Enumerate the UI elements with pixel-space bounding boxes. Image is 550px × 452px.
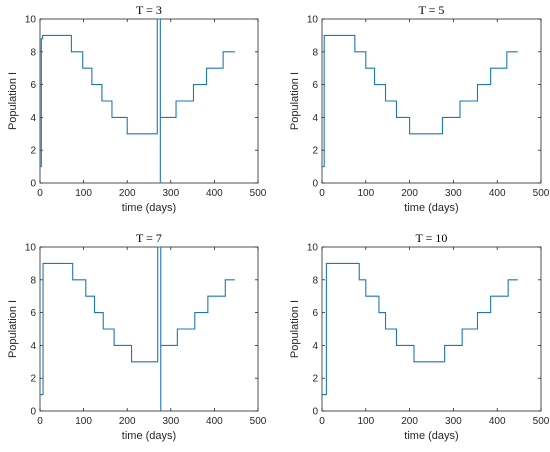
x-tick-label: 400 bbox=[206, 416, 223, 427]
x-tick-label: 200 bbox=[119, 188, 136, 199]
y-tick-label: 2 bbox=[30, 146, 36, 157]
y-tick-label: 8 bbox=[312, 275, 318, 286]
chart-panel-3: 0 100 200 300 400 500 0 2 4 6 8 10 T = 7 time (days) P… bbox=[7, 231, 267, 442]
x-axis-label: time (days) bbox=[404, 430, 458, 442]
x-tick-label: 100 bbox=[75, 416, 92, 427]
x-tick-label: 300 bbox=[162, 188, 179, 199]
series-line bbox=[40, 246, 235, 411]
y-tick-label: 4 bbox=[30, 113, 36, 124]
y-tick-label: 0 bbox=[30, 179, 36, 190]
y-tick-label: 10 bbox=[25, 15, 37, 26]
x-axis-label: time (days) bbox=[122, 202, 176, 214]
y-tick-label: 0 bbox=[312, 407, 318, 418]
y-tick-label: 6 bbox=[30, 80, 36, 91]
chart-panel-4: 0 100 200 300 400 500 0 2 4 6 8 10 T = 10 time (days)… bbox=[289, 231, 550, 442]
chart-title: T = 3 bbox=[136, 3, 162, 17]
x-tick-label: 300 bbox=[445, 188, 462, 199]
x-tick-label: 100 bbox=[357, 416, 374, 427]
x-tick-label: 400 bbox=[489, 416, 506, 427]
y-tick-label: 10 bbox=[25, 243, 37, 254]
series-line bbox=[322, 34, 518, 168]
x-tick-label: 200 bbox=[401, 416, 418, 427]
y-axis-label: Population I bbox=[7, 72, 19, 130]
x-axis-label: time (days) bbox=[122, 430, 176, 442]
y-tick-label: 4 bbox=[30, 341, 36, 352]
x-tick-label: 0 bbox=[319, 416, 325, 427]
plot-frame bbox=[39, 246, 259, 412]
chart-title: T = 7 bbox=[136, 231, 162, 245]
x-tick-label: 500 bbox=[250, 188, 267, 199]
y-tick-label: 0 bbox=[312, 179, 318, 190]
plot-frame bbox=[321, 18, 542, 184]
series-line bbox=[40, 18, 235, 183]
x-tick-label: 500 bbox=[533, 188, 550, 199]
y-tick-label: 10 bbox=[307, 15, 319, 26]
x-tick-label: 500 bbox=[250, 416, 267, 427]
x-tick-label: 100 bbox=[357, 188, 374, 199]
y-tick-label: 6 bbox=[30, 308, 36, 319]
x-tick-label: 400 bbox=[206, 188, 223, 199]
y-tick-label: 8 bbox=[30, 47, 36, 58]
x-tick-label: 100 bbox=[75, 188, 92, 199]
y-axis-label: Population I bbox=[7, 300, 19, 358]
chart-title: T = 5 bbox=[419, 3, 445, 17]
y-tick-label: 8 bbox=[30, 275, 36, 286]
x-axis-label: time (days) bbox=[404, 202, 458, 214]
y-axis-label: Population I bbox=[289, 300, 301, 358]
x-tick-label: 0 bbox=[319, 188, 325, 199]
y-tick-label: 0 bbox=[30, 407, 36, 418]
x-tick-label: 400 bbox=[489, 188, 506, 199]
x-tick-label: 500 bbox=[533, 416, 550, 427]
plot-frame bbox=[39, 18, 259, 184]
x-tick-label: 200 bbox=[401, 188, 418, 199]
x-tick-label: 200 bbox=[119, 416, 136, 427]
x-tick-label: 0 bbox=[37, 188, 43, 199]
x-tick-label: 300 bbox=[445, 416, 462, 427]
plot-frame bbox=[321, 246, 542, 412]
y-tick-label: 10 bbox=[307, 243, 319, 254]
y-axis-label: Population I bbox=[289, 72, 301, 130]
chart-panel-2: 0 100 200 300 400 500 0 2 4 6 8 10 T = 5 time (days) P… bbox=[289, 3, 550, 214]
y-tick-label: 4 bbox=[312, 113, 318, 124]
y-tick-label: 8 bbox=[312, 47, 318, 58]
y-tick-label: 2 bbox=[312, 146, 318, 157]
x-tick-label: 300 bbox=[162, 416, 179, 427]
series-line bbox=[322, 262, 518, 396]
chart-title: T = 10 bbox=[416, 231, 448, 245]
x-tick-label: 0 bbox=[37, 416, 43, 427]
y-tick-label: 4 bbox=[312, 341, 318, 352]
y-tick-label: 2 bbox=[30, 374, 36, 385]
y-tick-label: 2 bbox=[312, 374, 318, 385]
chart-panel-1: 0 100 200 300 400 500 0 2 4 6 8 10 T = 3 time (days) P… bbox=[7, 3, 267, 214]
y-tick-label: 6 bbox=[312, 308, 318, 319]
y-tick-label: 6 bbox=[312, 80, 318, 91]
